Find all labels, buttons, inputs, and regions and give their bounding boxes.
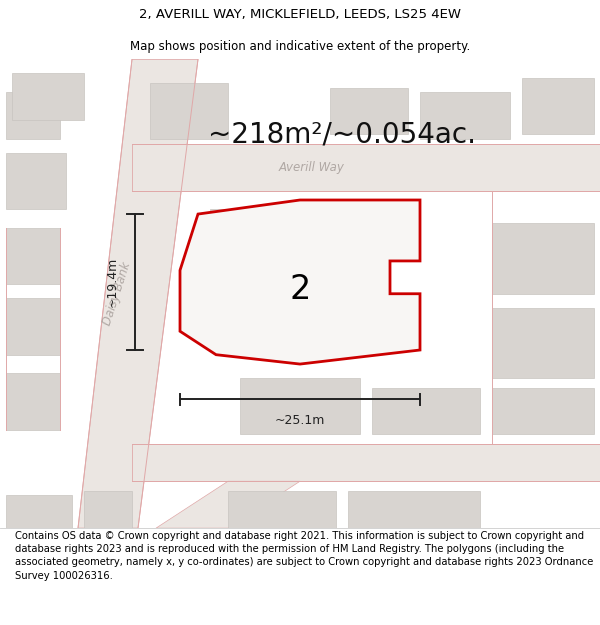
Polygon shape bbox=[150, 82, 228, 139]
Polygon shape bbox=[84, 491, 132, 528]
Polygon shape bbox=[210, 284, 312, 350]
Polygon shape bbox=[6, 495, 72, 528]
Text: 2, AVERILL WAY, MICKLEFIELD, LEEDS, LS25 4EW: 2, AVERILL WAY, MICKLEFIELD, LEEDS, LS25… bbox=[139, 8, 461, 21]
Polygon shape bbox=[156, 481, 300, 528]
Polygon shape bbox=[348, 491, 480, 528]
Text: Contains OS data © Crown copyright and database right 2021. This information is : Contains OS data © Crown copyright and d… bbox=[15, 531, 593, 581]
Text: Averill Way: Averill Way bbox=[279, 161, 345, 174]
Polygon shape bbox=[420, 92, 510, 139]
Polygon shape bbox=[492, 223, 594, 294]
Polygon shape bbox=[78, 59, 198, 528]
Polygon shape bbox=[132, 144, 600, 191]
Polygon shape bbox=[240, 378, 360, 434]
Polygon shape bbox=[132, 444, 600, 481]
Polygon shape bbox=[210, 209, 330, 266]
Polygon shape bbox=[522, 78, 594, 134]
Text: ~218m²/~0.054ac.: ~218m²/~0.054ac. bbox=[208, 121, 476, 148]
Polygon shape bbox=[6, 153, 66, 209]
Polygon shape bbox=[492, 388, 594, 434]
Polygon shape bbox=[6, 228, 60, 284]
Text: ~19.4m: ~19.4m bbox=[106, 257, 119, 307]
Text: Map shows position and indicative extent of the property.: Map shows position and indicative extent… bbox=[130, 40, 470, 52]
Polygon shape bbox=[6, 373, 60, 430]
Polygon shape bbox=[492, 308, 594, 378]
Text: ~25.1m: ~25.1m bbox=[275, 414, 325, 427]
Polygon shape bbox=[12, 73, 84, 120]
Polygon shape bbox=[228, 491, 336, 528]
Text: Daisy Bank: Daisy Bank bbox=[101, 261, 133, 327]
Polygon shape bbox=[330, 88, 408, 134]
Polygon shape bbox=[6, 92, 60, 139]
Text: 2: 2 bbox=[289, 272, 311, 306]
Polygon shape bbox=[6, 298, 60, 355]
Polygon shape bbox=[372, 388, 480, 434]
Polygon shape bbox=[180, 200, 420, 364]
